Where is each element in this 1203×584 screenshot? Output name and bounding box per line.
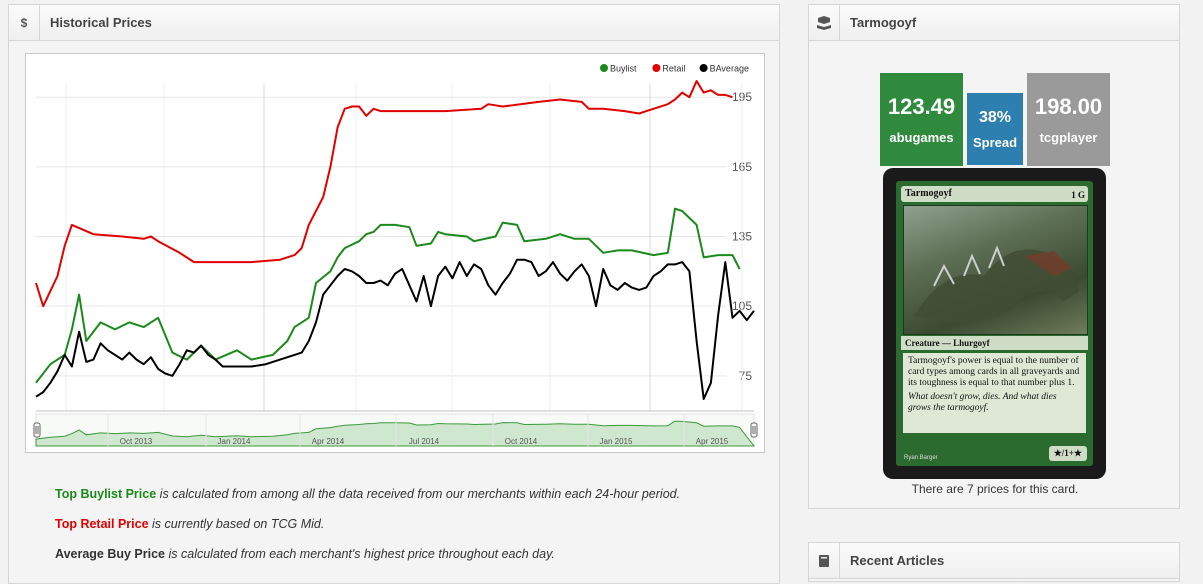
card-type-icon bbox=[809, 5, 840, 40]
book-icon bbox=[809, 543, 840, 578]
flavor-text: What doesn't grow, dies. And what dies g… bbox=[908, 392, 1057, 413]
navigator-tick-label: Oct 2013 bbox=[120, 437, 153, 446]
card-panel: Tarmogoyf 123.49 abugames 38% Spread 198… bbox=[808, 4, 1180, 509]
series-line-retail bbox=[35, 80, 733, 308]
price-chart-svg[interactable]: 19516513510575JulOct2014AprJulOct2015Apr… bbox=[26, 54, 764, 452]
navigator-tick-label: Jan 2014 bbox=[218, 437, 251, 446]
note-text: is calculated from each merchant's highe… bbox=[165, 547, 555, 561]
navigator-handle[interactable] bbox=[750, 422, 758, 438]
mana-cost: 1 G bbox=[1071, 190, 1085, 200]
navigator-tick-label: Apr 2014 bbox=[312, 437, 345, 446]
note-strong: Average Buy Price bbox=[55, 547, 166, 561]
tile-value: 198.00 bbox=[1034, 94, 1103, 119]
panel-header: Tarmogoyf bbox=[809, 5, 1179, 41]
card-frame: Tarmogoyf 1 G Creature — Lhurgoyf Tarmog… bbox=[896, 181, 1093, 466]
note-average: Average Buy Price is calculated from eac… bbox=[55, 539, 680, 569]
tile-value: 123.49 bbox=[887, 94, 956, 119]
legend-label: BAverage bbox=[710, 64, 749, 74]
note-strong: Top Retail Price bbox=[55, 517, 149, 531]
card-name-text: Tarmogoyf bbox=[905, 188, 952, 199]
price-tiles: 123.49 abugames 38% Spread 198.00 tcgpla… bbox=[880, 73, 1110, 166]
card-name: Tarmogoyf 1 G bbox=[901, 186, 1088, 202]
tile-value: 38% bbox=[978, 108, 1012, 126]
tile-label: tcgplayer bbox=[1039, 130, 1098, 145]
legend-marker bbox=[600, 64, 608, 72]
price-chart[interactable]: 19516513510575JulOct2014AprJulOct2015Apr… bbox=[25, 53, 765, 453]
series-line-buylist bbox=[35, 207, 741, 384]
navigator-tick-label: Jan 2015 bbox=[600, 437, 633, 446]
series-line-baverage bbox=[35, 258, 755, 400]
note-text: is calculated from among all the data re… bbox=[156, 487, 681, 501]
chart-notes: Top Buylist Price is calculated from amo… bbox=[55, 479, 680, 569]
card-art bbox=[903, 205, 1088, 335]
price-count: There are 7 prices for this card. bbox=[911, 482, 1079, 496]
panel-title: Historical Prices bbox=[50, 15, 152, 30]
card-type-line: Creature — Lhurgoyf bbox=[901, 336, 1088, 350]
navigator-series bbox=[35, 420, 756, 447]
recent-articles-panel: Recent Articles bbox=[808, 542, 1180, 582]
note-strong: Top Buylist Price bbox=[55, 487, 157, 501]
note-text: is currently based on TCG Mid. bbox=[148, 517, 325, 531]
legend-marker bbox=[699, 64, 708, 72]
panel-header: $ Historical Prices bbox=[9, 5, 779, 41]
navigator-handle[interactable] bbox=[33, 422, 41, 438]
y-tick-label: 75 bbox=[739, 369, 753, 383]
legend-label: Retail bbox=[662, 64, 685, 74]
historical-prices-panel: $ Historical Prices 19516513510575JulOct… bbox=[8, 4, 780, 584]
tile-label: Spread bbox=[972, 134, 1018, 150]
panel-title: Tarmogoyf bbox=[850, 15, 917, 30]
card-text-box: Tarmogoyf's power is equal to the number… bbox=[903, 353, 1086, 433]
tile-label: abugames bbox=[889, 130, 954, 145]
price-tile-tcgplayer[interactable]: 198.00 tcgplayer bbox=[1027, 73, 1110, 166]
spread-tile: 38% Spread bbox=[967, 93, 1023, 165]
note-retail: Top Retail Price is currently based on T… bbox=[55, 509, 680, 539]
navigator-tick-label: Oct 2014 bbox=[505, 437, 538, 446]
panel-header: Recent Articles bbox=[809, 543, 1179, 579]
rules-text: Tarmogoyf's power is equal to the number… bbox=[908, 356, 1080, 388]
card-image: Tarmogoyf 1 G Creature — Lhurgoyf Tarmog… bbox=[883, 168, 1106, 479]
power-toughness: ★/1+★ bbox=[1048, 446, 1087, 461]
artist-credit: Ryan Barger bbox=[904, 455, 938, 461]
price-tile-abugames[interactable]: 123.49 abugames bbox=[880, 73, 963, 166]
dollar-icon: $ bbox=[9, 5, 40, 40]
navigator-tick-label: Apr 2015 bbox=[696, 437, 729, 446]
navigator-tick-label: Jul 2014 bbox=[409, 437, 440, 446]
legend-marker bbox=[652, 64, 661, 72]
legend-label: Buylist bbox=[610, 64, 637, 74]
panel-title: Recent Articles bbox=[850, 553, 945, 568]
note-buylist: Top Buylist Price is calculated from amo… bbox=[55, 479, 680, 509]
